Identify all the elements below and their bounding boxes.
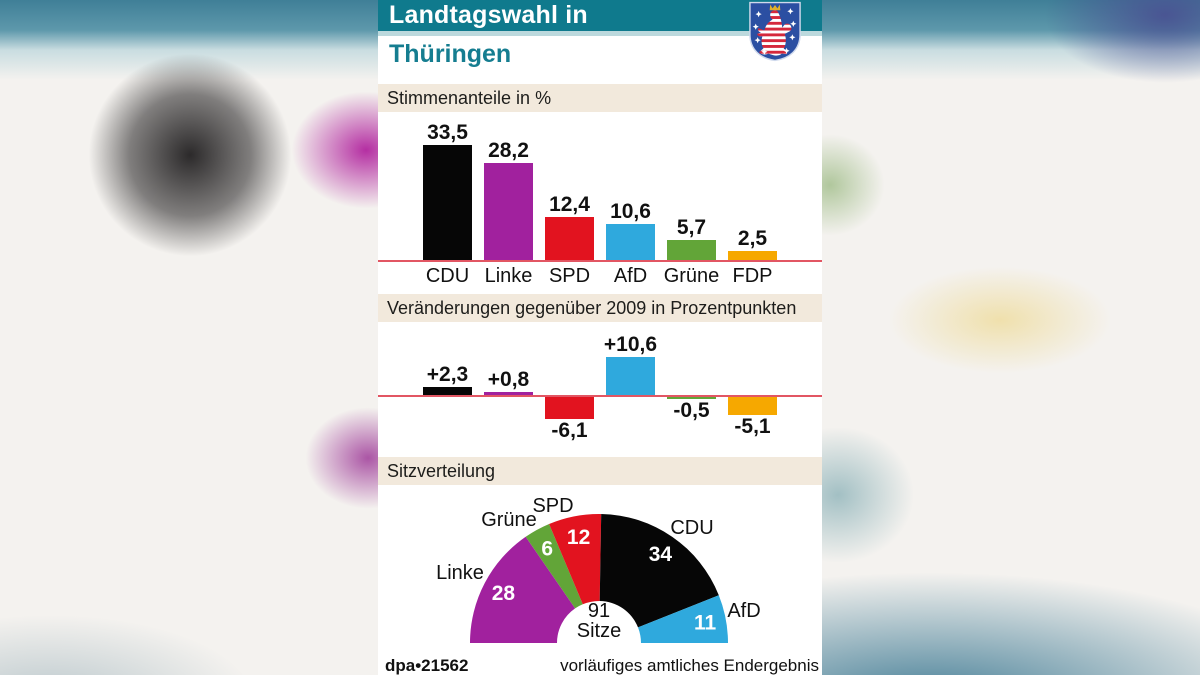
seat-segment-Linke (470, 536, 576, 643)
result-note: vorläufiges amtliches Endergebnis (560, 656, 819, 675)
infographic-panel: Landtagswahl in Thüringen Stimmenanteil (378, 0, 822, 675)
title-band: Landtagswahl in (378, 0, 822, 31)
change-bar-SPD (545, 397, 594, 419)
section-heading-seats: Sitzverteilung (378, 457, 822, 485)
seat-party-label-SPD: SPD (532, 495, 573, 517)
change-bar-chart: +2,3 +0,8 -6,1 +10,6 -0,5 -5,1 (378, 322, 822, 458)
change-bar-FDP (728, 397, 777, 416)
share-party-label-SPD: SPD (548, 265, 591, 287)
share-baseline (378, 260, 822, 262)
seat-segment-Grüne (525, 524, 583, 609)
share-bar-AfD (606, 223, 655, 260)
share-party-label-FDP: FDP (732, 265, 773, 287)
title-line1: Landtagswahl in (389, 1, 588, 29)
seat-count-Linke: 28 (492, 582, 516, 605)
share-bar-SPD (545, 217, 594, 260)
share-value-AfD: 10,6 (610, 199, 651, 223)
seat-count-CDU: 34 (649, 543, 673, 566)
seat-count-AfD: 11 (694, 612, 717, 635)
title-line2: Thüringen (389, 40, 512, 68)
change-value-AfD: +10,6 (603, 333, 658, 357)
share-party-label-AfD: AfD (613, 265, 648, 287)
change-bar-Linke (484, 392, 533, 395)
title-stripe (378, 31, 822, 36)
share-party-label-Grüne: Grüne (663, 265, 720, 287)
change-value-Linke: +0,8 (487, 368, 530, 392)
change-value-SPD: -6,1 (551, 418, 588, 442)
share-value-CDU: 33,5 (427, 121, 468, 144)
seat-segment-CDU (599, 514, 719, 628)
seat-count-Grüne: 6 (541, 537, 553, 560)
thueringen-coat-of-arms-icon (749, 1, 801, 62)
seat-party-label-Linke: Linke (436, 562, 484, 584)
change-value-FDP: -5,1 (734, 415, 771, 439)
share-bar-CDU (423, 145, 472, 260)
seat-party-label-CDU: CDU (670, 517, 713, 539)
seat-segment-AfD (638, 595, 728, 643)
section-heading-change: Veränderungen gegenüber 2009 in Prozentp… (378, 294, 822, 322)
seat-segment-SPD (549, 513, 602, 605)
seat-party-label-Grüne: Grüne (481, 509, 537, 531)
change-bar-Grüne (667, 397, 716, 399)
change-value-Grüne: -0,5 (673, 398, 710, 422)
share-value-Grüne: 5,7 (676, 216, 707, 240)
share-value-SPD: 12,4 (549, 193, 590, 217)
seats-total-number: 91 (588, 600, 610, 622)
share-bar-Linke (484, 163, 533, 260)
share-bar-FDP (728, 251, 777, 260)
share-bar-Grüne (667, 240, 716, 260)
share-party-label-Linke: Linke (484, 265, 533, 287)
section-heading-share: Stimmenanteile in % (378, 84, 822, 112)
source-credit: dpa•21562 (385, 656, 469, 675)
seat-count-SPD: 12 (567, 526, 590, 549)
change-value-CDU: +2,3 (426, 362, 469, 386)
share-bar-chart: 33,5 CDU 28,2 Linke 12,4 SPD 10,6 AfD 5,7 Grüne 2,… (378, 112, 822, 292)
change-bar-CDU (423, 386, 472, 395)
share-value-Linke: 28,2 (488, 139, 529, 163)
share-party-label-CDU: CDU (425, 265, 470, 287)
change-zero-line (378, 395, 822, 397)
seat-party-label-AfD: AfD (727, 600, 760, 622)
seats-total-word: Sitze (577, 620, 621, 642)
change-bar-AfD (606, 357, 655, 395)
share-value-FDP: 2,5 (737, 227, 768, 251)
